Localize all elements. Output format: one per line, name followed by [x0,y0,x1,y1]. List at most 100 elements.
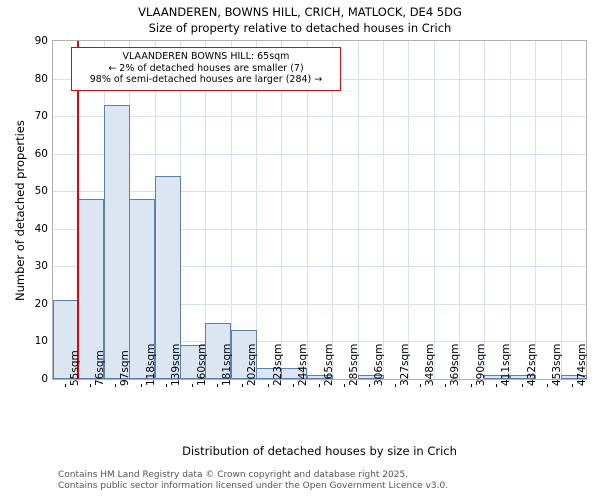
x-tick-label: 432sqm [525,343,538,386]
x-tick-label: 390sqm [474,343,487,386]
x-tick-mark [90,384,92,387]
gridline-vertical [484,41,485,379]
gridline-vertical [332,41,333,379]
gridline-horizontal [53,191,586,193]
x-tick-mark [318,384,320,387]
x-tick-label: 160sqm [195,343,208,386]
gridline-vertical [434,41,435,379]
x-tick-mark [64,384,66,387]
x-tick-label: 202sqm [246,343,259,386]
x-tick-mark [343,384,345,387]
x-tick-mark [369,384,371,387]
y-tick-label: 30 [34,260,48,273]
x-axis-label: Distribution of detached houses by size … [182,444,457,458]
x-tick-mark [242,384,244,387]
y-tick-label: 20 [34,297,48,310]
y-tick-label: 90 [34,35,48,47]
bar [104,104,130,379]
x-tick-label: 118sqm [144,343,157,386]
y-axis-ticks: 0 10 20 30 40 50 60 70 80 90 [0,35,48,385]
x-tick-mark [521,384,523,387]
annotation-line-3: 98% of semi-detached houses are larger (… [89,74,323,85]
annotation-line-2: ← 2% of detached houses are smaller (7) [108,62,304,74]
x-tick-mark [140,384,142,387]
x-tick-label: 223sqm [271,343,284,386]
gridline-vertical [535,41,536,379]
x-tick-label: 244sqm [297,343,310,386]
y-tick-label: 80 [34,72,48,85]
x-tick-mark [445,384,447,387]
x-tick-label: 369sqm [449,343,462,386]
gridline-vertical [408,41,409,379]
gridline-horizontal [53,266,586,268]
footer-attribution: Contains HM Land Registry data © Crown c… [58,470,598,492]
y-tick-label: 40 [34,222,48,235]
x-tick-mark [191,384,193,387]
bar [561,375,587,379]
bar [307,375,333,379]
x-tick-mark [394,384,396,387]
chart-subtitle: Size of property relative to detached ho… [148,21,452,35]
x-tick-label: 348sqm [424,343,437,386]
bar [129,198,155,379]
x-tick-label: 285sqm [347,343,360,386]
gridline-vertical [459,41,460,379]
annotation-line-1: VLAANDEREN BOWNS HILL: 65sqm [122,51,290,62]
gridline-horizontal [53,341,586,343]
bar [155,176,181,379]
bar [205,322,231,379]
gridline-vertical [510,41,511,379]
x-tick-mark [216,384,218,387]
bar [358,375,384,379]
y-tick-label: 70 [34,110,48,123]
bar [281,367,307,379]
chart-title-block: VLAANDEREN, BOWNS HILL, CRICH, MATLOCK, … [0,4,600,36]
x-tick-label: 139sqm [170,343,183,386]
gridline-vertical [256,41,257,379]
x-tick-label: 76sqm [94,350,107,386]
x-tick-label: 453sqm [550,343,563,386]
gridline-vertical [307,41,308,379]
property-marker-line [76,41,79,379]
gridline-horizontal [53,228,586,230]
bar [510,375,536,379]
x-tick-mark [166,384,168,387]
y-tick-label: 60 [34,147,48,160]
y-tick-label: 10 [34,335,48,348]
x-tick-mark [267,384,269,387]
plot-area: VLAANDEREN BOWNS HILL: 65sqm ← 2% of deta… [52,40,587,380]
x-tick-mark [470,384,472,387]
gridline-vertical [383,41,384,379]
gridline-horizontal [53,116,586,118]
x-tick-label: 55sqm [68,350,81,386]
x-tick-label: 327sqm [398,343,411,386]
x-tick-label: 411sqm [500,343,513,386]
footer-line-2: Contains public sector information licen… [58,481,449,491]
bar [53,300,79,379]
x-tick-label: 181sqm [220,343,233,386]
footer-line-1: Contains HM Land Registry data © Crown c… [58,470,409,480]
y-tick-label: 0 [41,373,48,385]
x-tick-mark [420,384,422,387]
chart-title: VLAANDEREN, BOWNS HILL, CRICH, MATLOCK, … [138,5,462,19]
x-tick-mark [572,384,574,387]
bar [78,198,104,379]
gridline-vertical [281,41,282,379]
gridline-horizontal [53,153,586,155]
y-tick-label: 50 [34,185,48,198]
gridline-vertical [358,41,359,379]
annotation-box: VLAANDEREN BOWNS HILL: 65sqm ← 2% of deta… [71,47,341,91]
x-tick-mark [496,384,498,387]
x-tick-mark [293,384,295,387]
x-tick-mark [115,384,117,387]
x-tick-label: 474sqm [576,343,589,386]
bar [231,330,257,379]
gridline-horizontal [53,303,586,305]
gridline-vertical [205,41,206,379]
gridline-vertical [231,41,232,379]
x-tick-label: 306sqm [373,343,386,386]
x-tick-label: 265sqm [322,343,335,386]
x-axis-ticks: 55sqm 76sqm 97sqm 118sqm 139sqm 160sqm 181sqm 2… [52,344,588,444]
bar [484,375,510,379]
